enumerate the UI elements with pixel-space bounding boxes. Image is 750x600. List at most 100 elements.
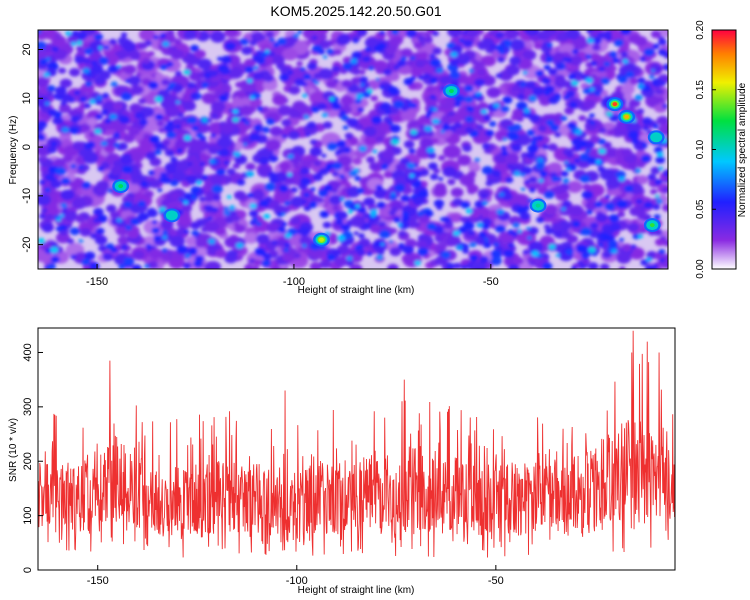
heatmap-cell — [281, 212, 286, 216]
heatmap-cell — [526, 129, 536, 136]
heatmap-cell — [95, 227, 105, 235]
heatmap-cell — [303, 205, 311, 212]
heatmap-cell — [54, 32, 61, 38]
heatmap-cell — [648, 74, 655, 79]
heatmap-cell — [628, 33, 642, 44]
heatmap-cell — [352, 38, 359, 44]
heatmap-cell — [337, 234, 346, 242]
heatmap-cell — [228, 67, 244, 79]
heatmap-cell — [637, 211, 648, 220]
heatmap-cell — [337, 148, 345, 155]
heatmap-cell — [363, 126, 377, 137]
heatmap-cell — [504, 152, 520, 164]
heatmap-cell — [228, 210, 238, 218]
heatmap-cell — [622, 58, 629, 64]
heatmap-cell — [235, 81, 244, 88]
heatmap-cell — [316, 30, 329, 35]
heatmap-cell — [195, 239, 206, 248]
heatmap-cell — [211, 184, 223, 194]
heatmap-cell — [190, 164, 205, 176]
heatmap-cell — [368, 65, 375, 71]
heatmap-cell — [639, 56, 647, 62]
heatmap-cell — [303, 192, 310, 198]
heatmap-cell — [654, 88, 664, 95]
heatmap-cell — [479, 238, 486, 243]
heatmap-cell — [81, 181, 92, 190]
heatmap-cell — [574, 129, 582, 135]
heatmap-cell — [325, 166, 331, 172]
heatmap-cell — [496, 208, 505, 215]
heatmap-cell — [447, 30, 463, 38]
heatmap-cell — [595, 212, 608, 223]
heatmap-cell — [404, 254, 415, 263]
heatmap-cell — [621, 243, 633, 252]
heatmap-cell — [656, 116, 668, 126]
heatmap-cell — [650, 166, 661, 175]
heatmap-cell — [174, 70, 182, 77]
heatmap-hotspot — [612, 102, 618, 107]
heatmap-cell — [569, 204, 584, 216]
heatmap-cell — [543, 64, 551, 71]
heatmap-cell — [82, 67, 90, 74]
heatmap-cell — [456, 53, 466, 60]
heatmap-cell — [303, 114, 310, 119]
heatmap-cell — [646, 251, 658, 260]
heatmap-cell — [60, 189, 75, 201]
heatmap-cell — [69, 127, 79, 135]
colorbar-tick-label: 0.10 — [695, 139, 706, 159]
heatmap-cell — [223, 206, 229, 211]
heatmap-cell — [247, 106, 257, 113]
heatmap-cell — [439, 98, 447, 104]
heatmap-cell — [211, 207, 219, 213]
heatmap-cell — [249, 95, 256, 100]
heatmap-cell — [281, 134, 288, 139]
heatmap-cell — [380, 102, 391, 111]
heatmap-cell — [170, 193, 180, 200]
heatmap-cell — [224, 30, 238, 38]
heatmap-cell — [314, 80, 320, 85]
heatmap-cell — [275, 239, 287, 248]
heatmap-cell — [262, 79, 278, 91]
heatmap-cell — [607, 184, 615, 191]
heatmap-cell — [196, 180, 203, 185]
heatmap-hotspot — [653, 135, 659, 140]
heatmap-cell — [318, 68, 333, 80]
heatmap-cell — [335, 218, 344, 225]
heatmap-cell — [191, 230, 200, 237]
heatmap-cell — [512, 232, 518, 237]
heatmap-cell — [462, 248, 470, 254]
heatmap-cell — [536, 157, 544, 163]
heatmap-cell — [490, 249, 502, 259]
heatmap-cell — [458, 38, 465, 43]
heatmap-cell — [151, 220, 158, 225]
heatmap-cell — [408, 148, 416, 154]
heatmap-cell — [265, 139, 282, 151]
heatmap-cell — [443, 144, 462, 159]
heatmap-cell — [597, 70, 608, 79]
heatmap-cell — [331, 65, 341, 73]
heatmap-cell — [236, 179, 246, 186]
heatmap-cell — [383, 171, 393, 179]
heatmap-cell — [284, 232, 292, 239]
heatmap-cell — [340, 114, 349, 121]
heatmap-cell — [236, 91, 247, 99]
heatmap-cell — [71, 197, 87, 210]
heatmap-cell — [216, 136, 233, 149]
heatmap-cell — [60, 93, 73, 103]
heatmap-cell — [94, 128, 102, 135]
heatmap-cell — [256, 106, 264, 112]
heatmap-cell — [580, 227, 592, 236]
heatmap-cell — [243, 232, 259, 244]
heatmap-cell — [570, 266, 578, 269]
heatmap-cell — [204, 221, 219, 233]
heatmap-cell — [485, 180, 494, 187]
heatmap-cell — [358, 233, 365, 239]
heatmap-cell — [55, 86, 67, 96]
heatmap-cell — [394, 183, 406, 193]
heatmap-cell — [51, 35, 67, 48]
heatmap-cell — [94, 235, 108, 245]
heatmap-cell — [640, 228, 647, 234]
heatmap-cell — [197, 123, 210, 134]
heatmap-cell — [406, 60, 414, 66]
heatmap-cell — [389, 193, 398, 201]
